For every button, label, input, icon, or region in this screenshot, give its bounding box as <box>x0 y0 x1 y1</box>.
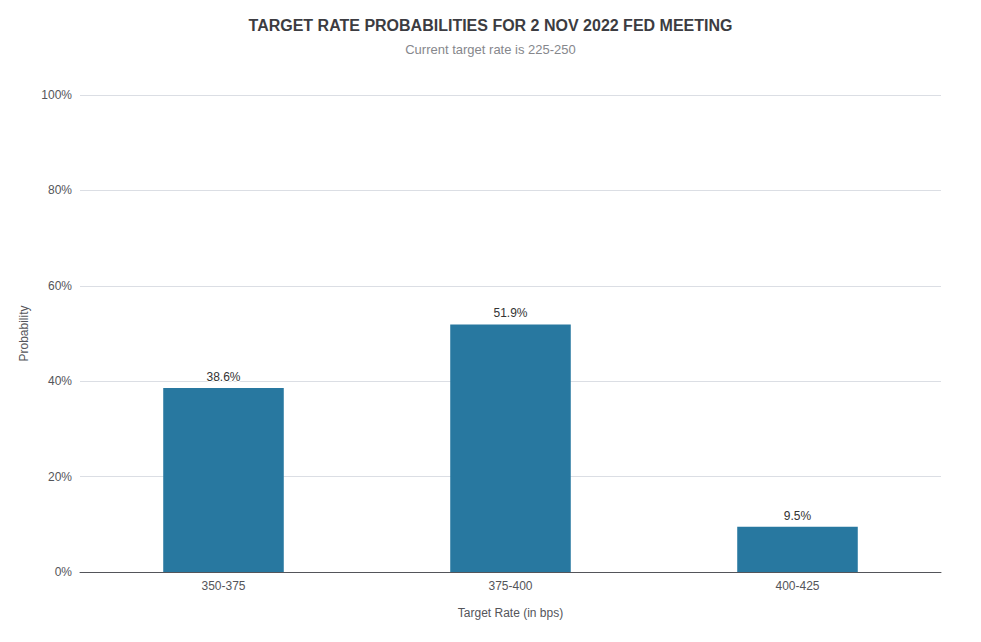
svg-text:Probability: Probability <box>17 305 31 361</box>
svg-text:400-425: 400-425 <box>775 579 819 593</box>
svg-text:Target Rate (in bps): Target Rate (in bps) <box>458 606 563 620</box>
svg-text:0%: 0% <box>55 565 73 579</box>
svg-text:375-400: 375-400 <box>488 579 532 593</box>
svg-text:51.9%: 51.9% <box>493 306 527 320</box>
svg-text:40%: 40% <box>48 374 72 388</box>
svg-text:100%: 100% <box>41 88 72 102</box>
svg-text:80%: 80% <box>48 183 72 197</box>
svg-text:350-375: 350-375 <box>201 579 245 593</box>
svg-text:38.6%: 38.6% <box>206 370 240 384</box>
svg-text:Current target rate is 225-250: Current target rate is 225-250 <box>405 42 576 57</box>
svg-text:TARGET RATE PROBABILITIES FOR: TARGET RATE PROBABILITIES FOR 2 NOV 2022… <box>249 17 733 34</box>
svg-text:60%: 60% <box>48 279 72 293</box>
svg-text:20%: 20% <box>48 470 72 484</box>
svg-text:9.5%: 9.5% <box>784 509 812 523</box>
